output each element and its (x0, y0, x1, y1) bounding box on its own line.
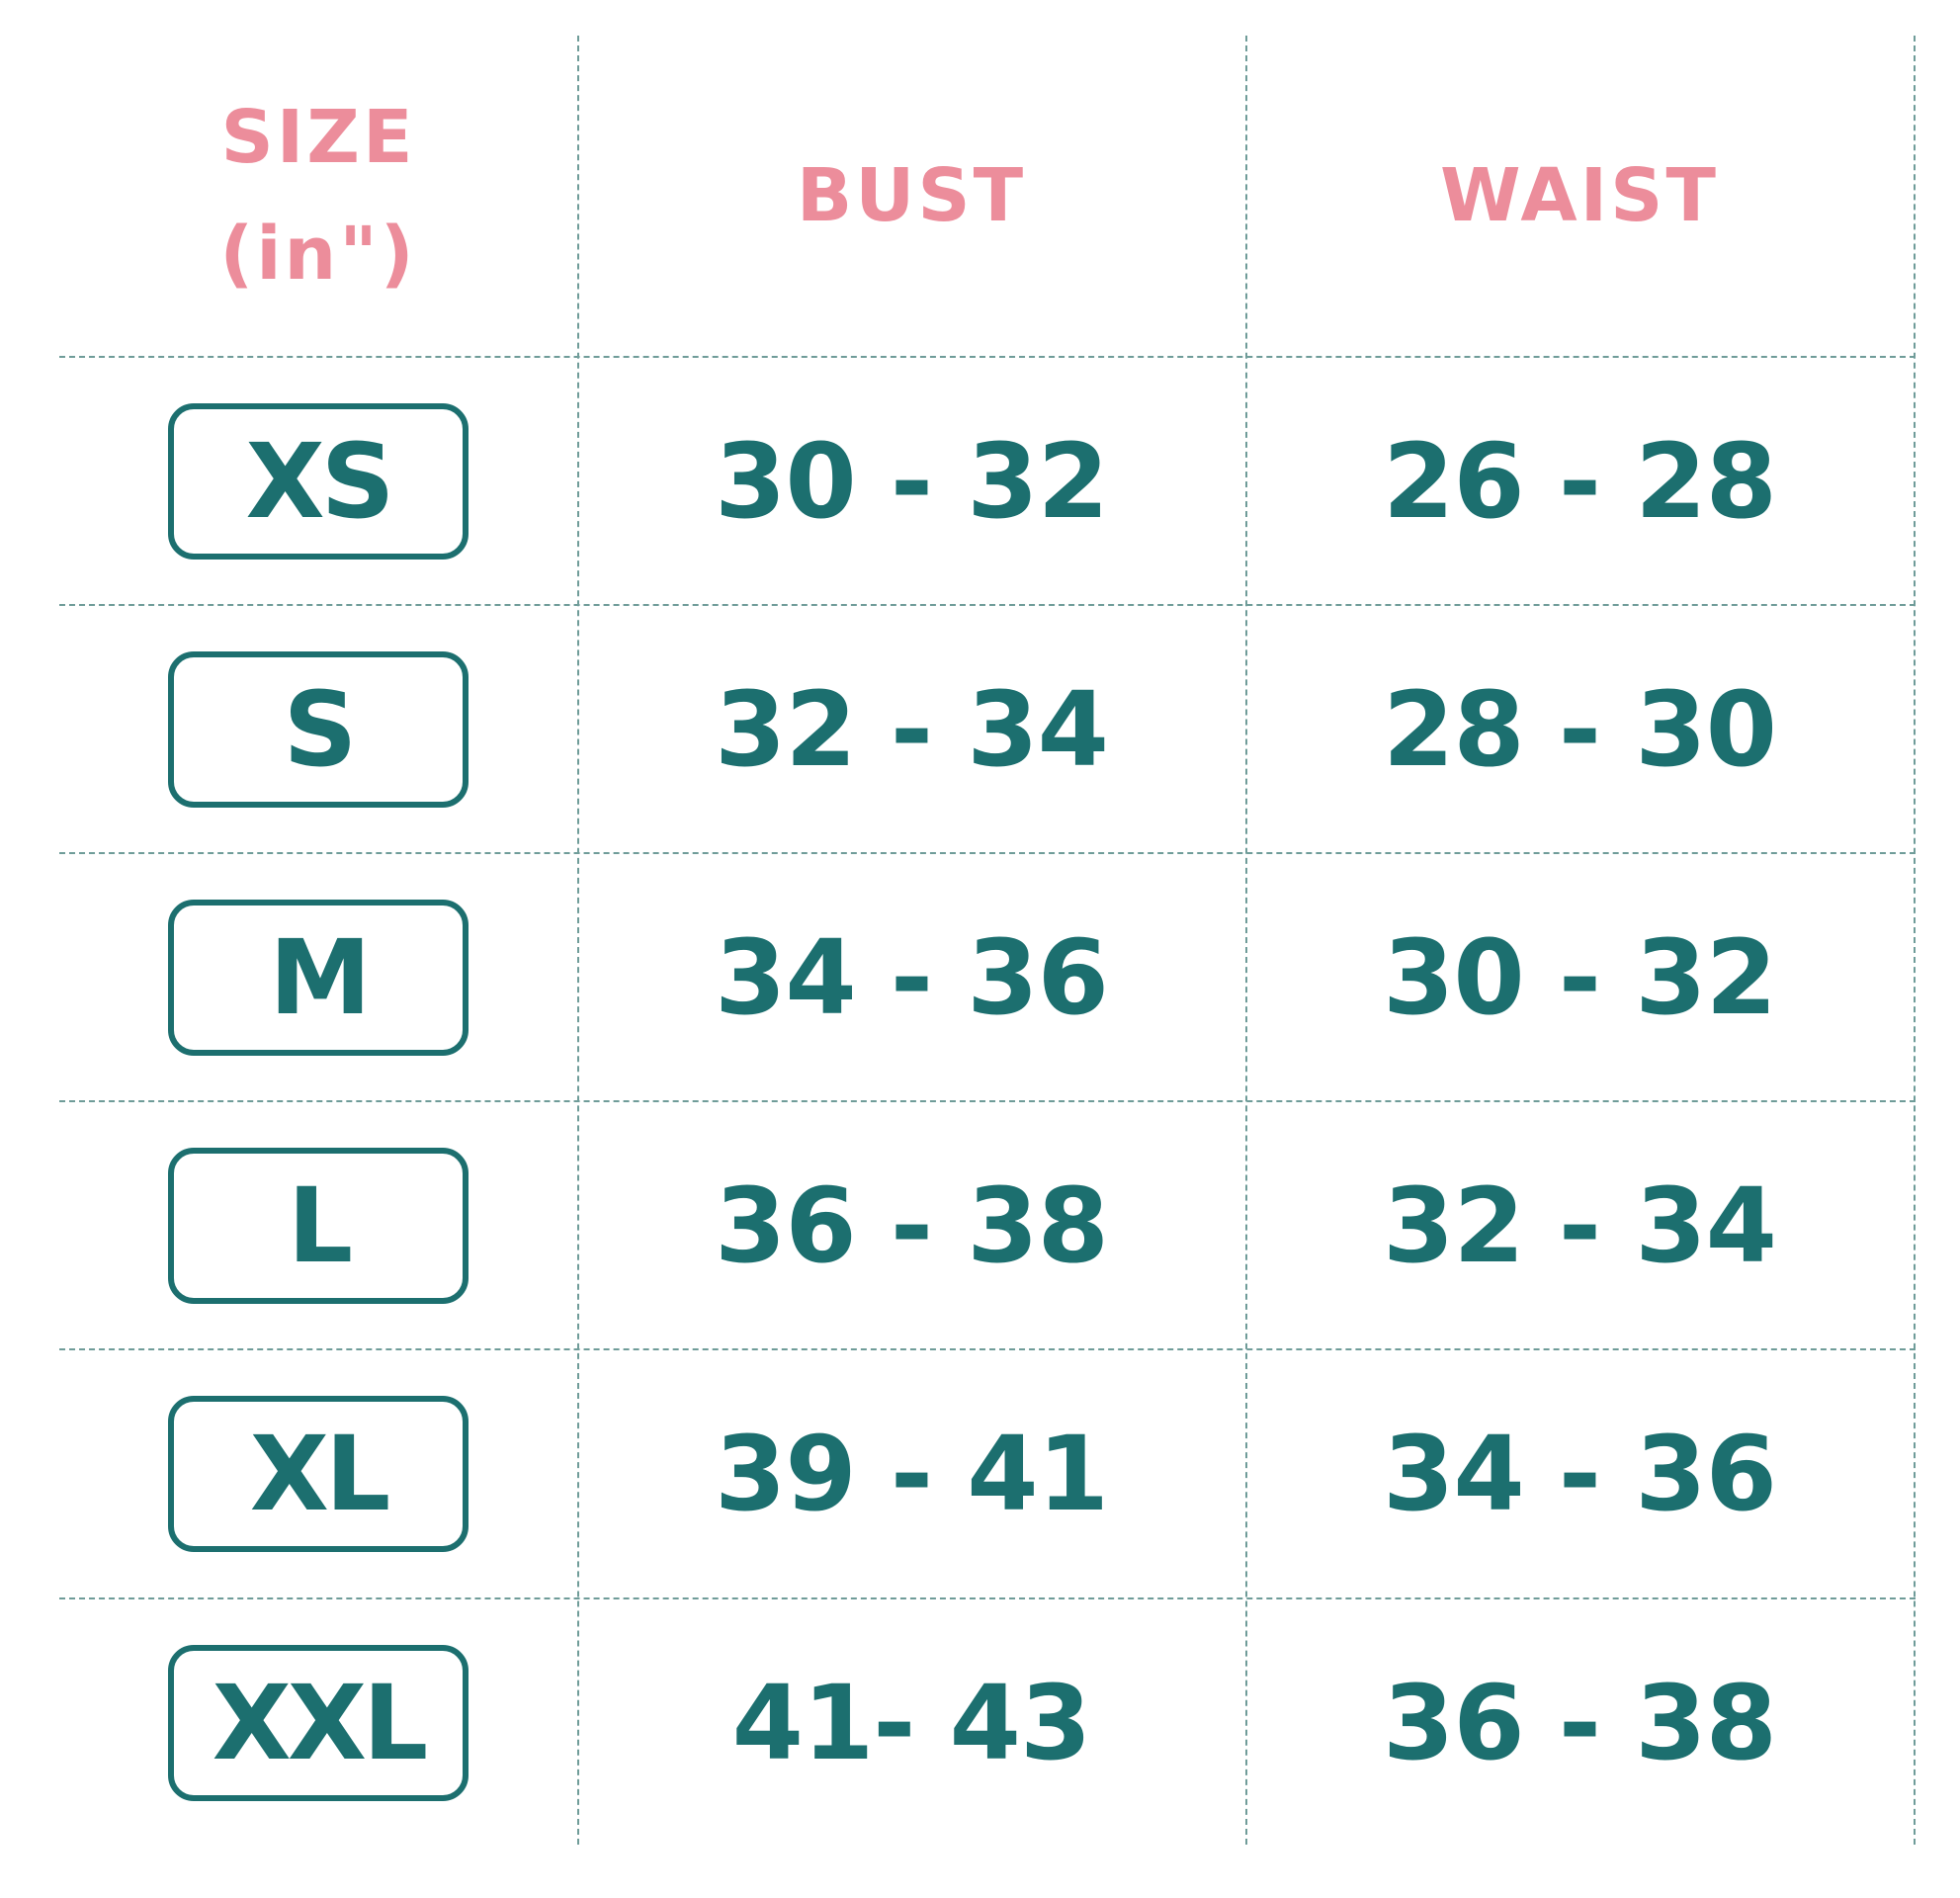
grid-line-horizontal (59, 356, 1916, 358)
size-badge: S (168, 650, 469, 808)
header-waist-label: WAIST (1440, 152, 1719, 238)
waist-cell: 36 - 38 (1382, 1662, 1777, 1783)
grid-line-horizontal (59, 1100, 1916, 1102)
grid-line-horizontal (59, 1348, 1916, 1350)
grid-line-vertical (1245, 36, 1247, 1845)
size-cell: XXL (59, 1598, 577, 1847)
size-row-xl: XL 39 - 41 34 - 36 (0, 1349, 1960, 1597)
size-row-l: L 36 - 38 32 - 34 (0, 1101, 1960, 1349)
grid-line-vertical (577, 36, 579, 1845)
size-badge: XL (168, 1395, 469, 1552)
grid-line-horizontal (59, 1597, 1916, 1599)
waist-cell: 30 - 32 (1382, 916, 1777, 1038)
size-badge: L (168, 1147, 469, 1304)
header-size-unit: (in") (219, 212, 417, 297)
bust-cell: 30 - 32 (714, 420, 1109, 542)
bust-cell: 36 - 38 (714, 1165, 1109, 1286)
size-cell: M (59, 853, 577, 1101)
bust-cell: 39 - 41 (714, 1413, 1109, 1534)
waist-cell: 26 - 28 (1382, 420, 1777, 542)
size-cell: S (59, 605, 577, 853)
size-badge: XS (168, 402, 469, 560)
size-cell: XS (59, 357, 577, 605)
size-row-m: M 34 - 36 30 - 32 (0, 853, 1960, 1101)
grid-line-horizontal (59, 604, 1916, 606)
size-badge: M (168, 899, 469, 1056)
waist-cell: 28 - 30 (1382, 668, 1777, 790)
bust-cell: 32 - 34 (714, 668, 1109, 790)
waist-cell: 32 - 34 (1382, 1165, 1777, 1286)
header-size-label: SIZE (220, 94, 416, 180)
header-waist: WAIST (1245, 36, 1914, 356)
size-cell: L (59, 1101, 577, 1349)
grid-line-horizontal (59, 852, 1916, 854)
bust-cell: 34 - 36 (714, 916, 1109, 1038)
bust-cell: 41- 43 (731, 1662, 1092, 1783)
size-row-xxl: XXL 41- 43 36 - 38 (0, 1598, 1960, 1847)
size-row-xs: XS 30 - 32 26 - 28 (0, 357, 1960, 605)
grid-line-vertical (1914, 36, 1916, 1845)
size-row-s: S 32 - 34 28 - 30 (0, 605, 1960, 853)
size-cell: XL (59, 1349, 577, 1597)
header-bust-label: BUST (796, 152, 1027, 238)
waist-cell: 34 - 36 (1382, 1413, 1777, 1534)
size-badge: XXL (168, 1644, 469, 1801)
header-bust: BUST (577, 36, 1245, 356)
header-size: SIZE (in") (59, 36, 577, 356)
